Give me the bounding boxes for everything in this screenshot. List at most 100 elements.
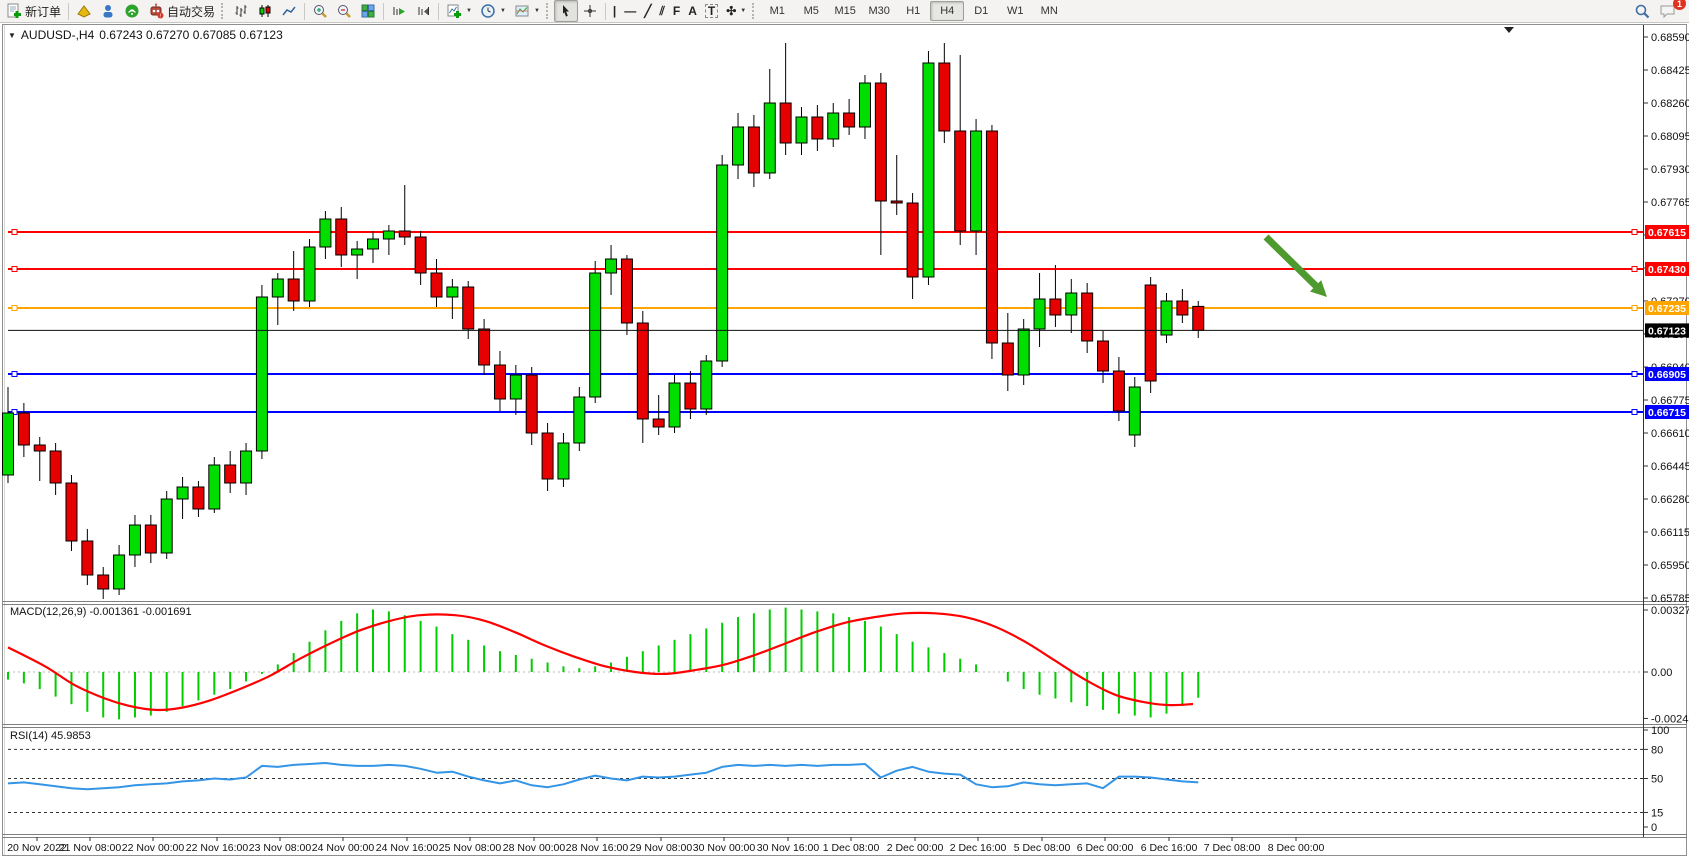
time-axis-label: 20 Nov 2022 (7, 842, 67, 854)
new-order-button[interactable]: 新订单 (2, 0, 65, 22)
candle-body (240, 450, 253, 484)
price-line-badge-0.67615[interactable] (1645, 225, 1689, 239)
search-button[interactable] (1630, 0, 1655, 22)
time-axis-label: 8 Dec 00:00 (1268, 842, 1325, 854)
trendline-tool-button[interactable]: ╱ (640, 0, 655, 22)
price-line-badge-0.67430-text: 0.67430 (1648, 264, 1686, 276)
price-line-badge-0.66905[interactable] (1645, 367, 1689, 381)
tile-windows-button[interactable] (356, 0, 380, 22)
price-line-handle[interactable] (11, 371, 18, 377)
candlestick-chart-button[interactable] (253, 0, 277, 22)
candle-body (1033, 298, 1046, 330)
time-axis-label: 23 Nov 08:00 (249, 842, 312, 854)
bar-chart-button[interactable] (229, 0, 253, 22)
chart-shift-marker-icon[interactable] (1504, 27, 1514, 33)
time-axis-label: 28 Nov 16:00 (566, 842, 629, 854)
autotrade-button[interactable]: ! 自动交易 (144, 0, 219, 22)
periods-button[interactable]: ▼ (476, 0, 510, 22)
timeframe-button-H4[interactable]: H4 (930, 1, 965, 21)
auto-scroll-button[interactable] (387, 0, 411, 22)
price-line-handle[interactable] (11, 409, 18, 415)
timeframe-button-M30[interactable]: M30 (868, 5, 890, 17)
price-axis-tick-label: 0.66280 (1651, 494, 1689, 506)
timeframe-button-MN[interactable]: MN (1040, 5, 1058, 17)
price-line-handle[interactable] (11, 305, 18, 311)
candle-body (557, 442, 570, 480)
fibonacci-icon: F (672, 4, 681, 18)
trend-arrow-shaft[interactable] (1263, 234, 1319, 289)
candle-body (763, 102, 776, 174)
candle-body (414, 236, 427, 274)
price-line-badge-0.67235[interactable] (1645, 301, 1689, 315)
line-chart-button[interactable] (277, 0, 301, 22)
main-toolbar: 新订单 ! 自动交易 (0, 0, 1689, 23)
rsi-axis-tick-label: 100 (1651, 725, 1669, 737)
arrows-tool-button[interactable]: ✣ ▼ (722, 0, 750, 22)
bid-price-badge[interactable] (1645, 323, 1689, 338)
trend-arrow-head-icon[interactable] (1310, 280, 1327, 297)
templates-button[interactable]: ▼ (510, 0, 544, 22)
price-line-handle[interactable] (1631, 229, 1638, 235)
price-line-handle[interactable] (1631, 409, 1638, 415)
timeframe-button-M1[interactable]: M1 (769, 5, 785, 17)
candle-body (319, 218, 332, 248)
text-label-tool-button[interactable]: T (701, 0, 722, 22)
price-line-handle[interactable] (1631, 305, 1638, 311)
crosshair-tool-button[interactable] (578, 0, 602, 22)
timeframe-button-M15[interactable]: M15 (834, 5, 856, 17)
toolbar-grip (545, 3, 551, 19)
market-watch-button[interactable] (72, 0, 96, 22)
candle-body (827, 112, 840, 140)
rsi-axis-tick-label: 50 (1651, 774, 1663, 786)
candle-body (747, 126, 760, 174)
zoom-in-button[interactable] (308, 0, 332, 22)
candle-body (509, 374, 522, 400)
price-line-handle[interactable] (1631, 371, 1638, 377)
timeframe-button-D1[interactable]: D1 (974, 5, 989, 17)
price-line-badge-0.67235-text: 0.67235 (1648, 303, 1686, 315)
navigator-button[interactable] (96, 0, 120, 22)
timeframe-button-W1[interactable]: W1 (1006, 5, 1024, 17)
fibonacci-tool-button[interactable]: F (669, 0, 684, 22)
signals-button[interactable] (120, 0, 144, 22)
timeframe-button-H1[interactable]: H1 (906, 5, 921, 17)
candle-body (430, 272, 443, 298)
horizontal-line-tool-button[interactable]: — (620, 0, 640, 22)
time-axis-label: 2 Dec 00:00 (887, 842, 944, 854)
timeframe-button-M5[interactable]: M5 (803, 5, 819, 17)
vertical-line-tool-button[interactable]: | (609, 0, 620, 22)
zoom-out-button[interactable] (332, 0, 356, 22)
chart-ohlc-quotes: 0.67243 0.67270 0.67085 0.67123 (99, 28, 283, 42)
candle-body (732, 126, 745, 166)
signal-icon (125, 4, 139, 18)
text-tool-button[interactable]: A (684, 0, 701, 22)
price-line-handle[interactable] (11, 229, 18, 235)
macd-axis-tick-label: 0.00 (1651, 667, 1672, 679)
symbol-dropdown-icon[interactable]: ▼ (8, 30, 16, 40)
candle-body (684, 382, 697, 410)
candle-body (843, 112, 856, 128)
chart-shift-button[interactable] (411, 0, 435, 22)
channel-tool-button[interactable]: ⫽ (655, 0, 668, 22)
candle-body (779, 102, 792, 144)
time-axis-label: 30 Nov 00:00 (693, 842, 756, 854)
toolbar-separator (438, 2, 440, 20)
indicators-button[interactable]: ▼ (442, 0, 476, 22)
chart-shift-icon (418, 7, 430, 15)
chat-button[interactable]: 1 (1655, 0, 1686, 22)
candle-body (620, 258, 633, 324)
price-axis-tick-label: 0.67765 (1651, 197, 1689, 209)
price-line-badge-0.66715[interactable] (1645, 405, 1689, 419)
arrows-icon: ✣ (726, 4, 737, 18)
toolbar-separator (68, 2, 70, 20)
candle-body (128, 524, 141, 556)
candle-body (1144, 284, 1157, 382)
price-line-handle[interactable] (11, 266, 18, 272)
price-line-badge-0.67430[interactable] (1645, 262, 1689, 276)
cursor-tool-button[interactable] (553, 0, 578, 22)
price-axis-tick-label: 0.66445 (1651, 461, 1689, 473)
equidistant-channel-icon: ⫽ (659, 4, 665, 18)
cursor-arrow-icon (562, 5, 569, 17)
price-line-handle[interactable] (1631, 266, 1638, 272)
